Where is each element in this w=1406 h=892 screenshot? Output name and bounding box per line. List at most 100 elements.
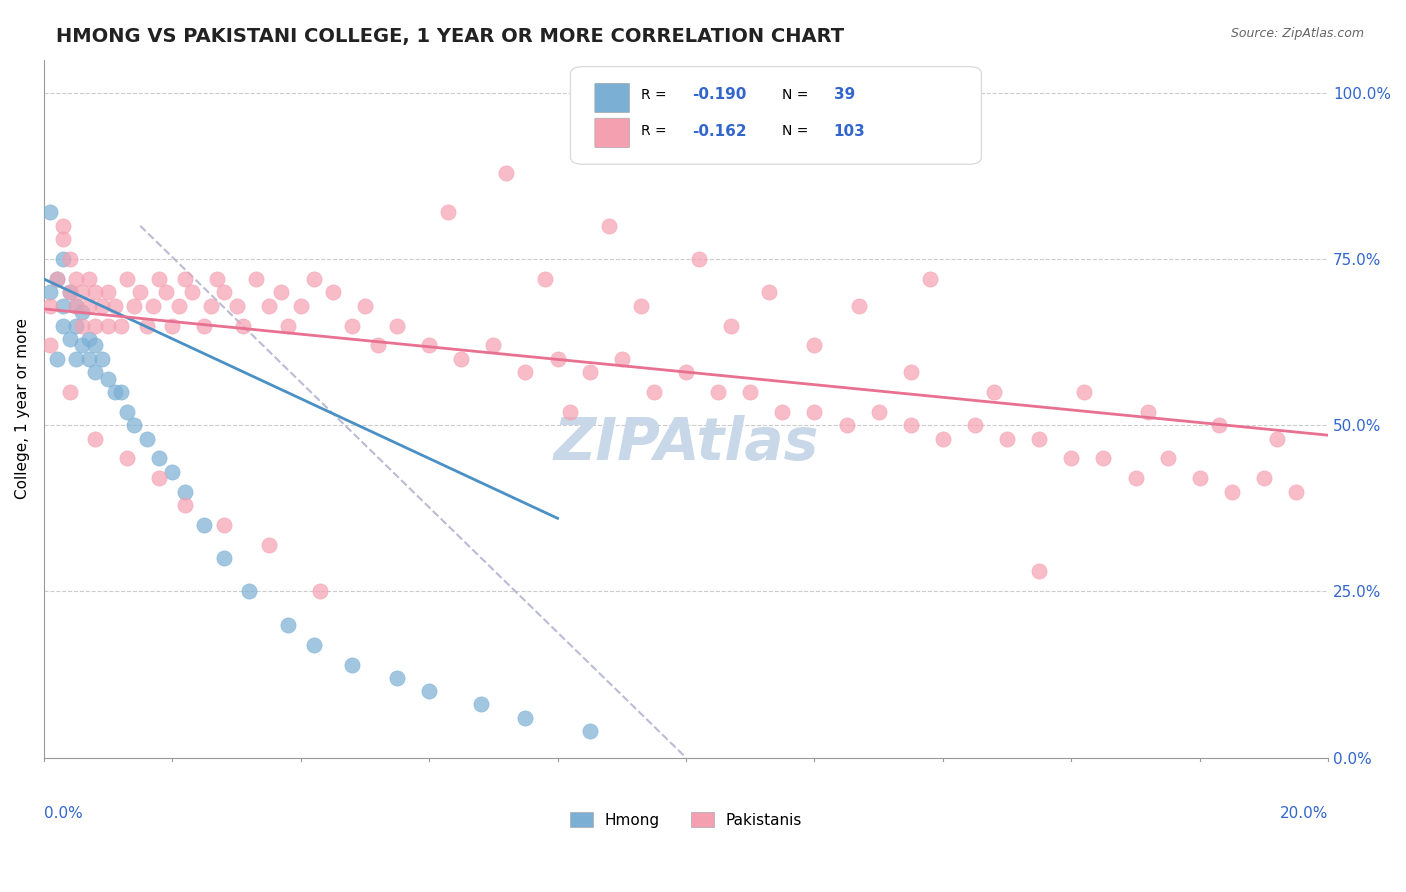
Point bbox=[835, 418, 858, 433]
Point bbox=[309, 584, 332, 599]
Point bbox=[162, 465, 184, 479]
Point bbox=[122, 299, 145, 313]
Text: Source: ZipAtlas.com: Source: ZipAtlas.com bbox=[1230, 27, 1364, 40]
Point bbox=[560, 405, 582, 419]
Point bbox=[65, 272, 87, 286]
Point bbox=[643, 384, 665, 399]
Point bbox=[65, 318, 87, 333]
Point bbox=[97, 318, 120, 333]
Point bbox=[1028, 565, 1050, 579]
Point bbox=[610, 351, 633, 366]
Point bbox=[174, 272, 197, 286]
Point bbox=[84, 432, 107, 446]
Point bbox=[418, 338, 440, 352]
Point bbox=[45, 272, 67, 286]
Point bbox=[720, 318, 742, 333]
Point bbox=[52, 252, 75, 266]
Point bbox=[900, 418, 922, 433]
Point bbox=[963, 418, 986, 433]
Point bbox=[354, 299, 377, 313]
Point bbox=[340, 657, 363, 672]
Point bbox=[52, 232, 75, 246]
Point bbox=[212, 551, 235, 566]
Text: R =: R = bbox=[641, 125, 671, 138]
Point bbox=[174, 498, 197, 512]
Point bbox=[72, 318, 94, 333]
Point bbox=[142, 299, 165, 313]
Point bbox=[103, 384, 125, 399]
Point bbox=[385, 671, 408, 685]
Point bbox=[84, 285, 107, 300]
Point bbox=[1208, 418, 1230, 433]
Point bbox=[52, 299, 75, 313]
Point bbox=[277, 318, 299, 333]
Point bbox=[302, 638, 325, 652]
Point bbox=[1265, 432, 1288, 446]
Point bbox=[257, 538, 280, 552]
FancyBboxPatch shape bbox=[595, 83, 630, 112]
Point bbox=[148, 471, 170, 485]
Point bbox=[238, 584, 260, 599]
Point bbox=[450, 351, 472, 366]
Point bbox=[1060, 451, 1083, 466]
Point bbox=[322, 285, 344, 300]
Point bbox=[39, 299, 62, 313]
Point bbox=[232, 318, 254, 333]
Point bbox=[598, 219, 620, 233]
Point bbox=[900, 365, 922, 379]
Point bbox=[803, 405, 825, 419]
Point bbox=[77, 299, 100, 313]
Text: N =: N = bbox=[782, 125, 813, 138]
Point bbox=[932, 432, 955, 446]
Point bbox=[84, 318, 107, 333]
Point bbox=[470, 698, 492, 712]
Point bbox=[110, 384, 132, 399]
Text: ZIPAtlas: ZIPAtlas bbox=[554, 415, 818, 472]
Point bbox=[578, 365, 600, 379]
Point bbox=[84, 338, 107, 352]
Point bbox=[245, 272, 267, 286]
Point bbox=[848, 299, 870, 313]
Legend: Hmong, Pakistanis: Hmong, Pakistanis bbox=[564, 805, 808, 834]
Point bbox=[1137, 405, 1160, 419]
Text: 0.0%: 0.0% bbox=[44, 806, 83, 822]
Point bbox=[675, 365, 697, 379]
Point bbox=[1028, 432, 1050, 446]
Point bbox=[515, 711, 537, 725]
Point bbox=[77, 351, 100, 366]
FancyBboxPatch shape bbox=[571, 67, 981, 164]
Point bbox=[58, 384, 80, 399]
Point bbox=[1156, 451, 1178, 466]
Point bbox=[180, 285, 202, 300]
Point bbox=[995, 432, 1018, 446]
Point bbox=[257, 299, 280, 313]
Point bbox=[155, 285, 177, 300]
Point bbox=[212, 285, 235, 300]
Point bbox=[1220, 484, 1243, 499]
Point bbox=[200, 299, 222, 313]
Point bbox=[148, 451, 170, 466]
Point bbox=[174, 484, 197, 499]
Point bbox=[97, 285, 120, 300]
Point bbox=[58, 285, 80, 300]
Point bbox=[72, 338, 94, 352]
Point bbox=[52, 318, 75, 333]
Point bbox=[740, 384, 762, 399]
Text: N =: N = bbox=[782, 87, 813, 102]
Point bbox=[39, 285, 62, 300]
Point bbox=[58, 332, 80, 346]
Point bbox=[72, 285, 94, 300]
Point bbox=[77, 332, 100, 346]
Text: 103: 103 bbox=[834, 124, 866, 139]
Point bbox=[117, 272, 139, 286]
Point bbox=[770, 405, 793, 419]
Point bbox=[65, 299, 87, 313]
Point bbox=[39, 205, 62, 219]
Point bbox=[129, 285, 152, 300]
Point bbox=[277, 617, 299, 632]
Point bbox=[983, 384, 1005, 399]
Point bbox=[437, 205, 460, 219]
Point bbox=[302, 272, 325, 286]
Point bbox=[193, 318, 215, 333]
Point bbox=[515, 365, 537, 379]
